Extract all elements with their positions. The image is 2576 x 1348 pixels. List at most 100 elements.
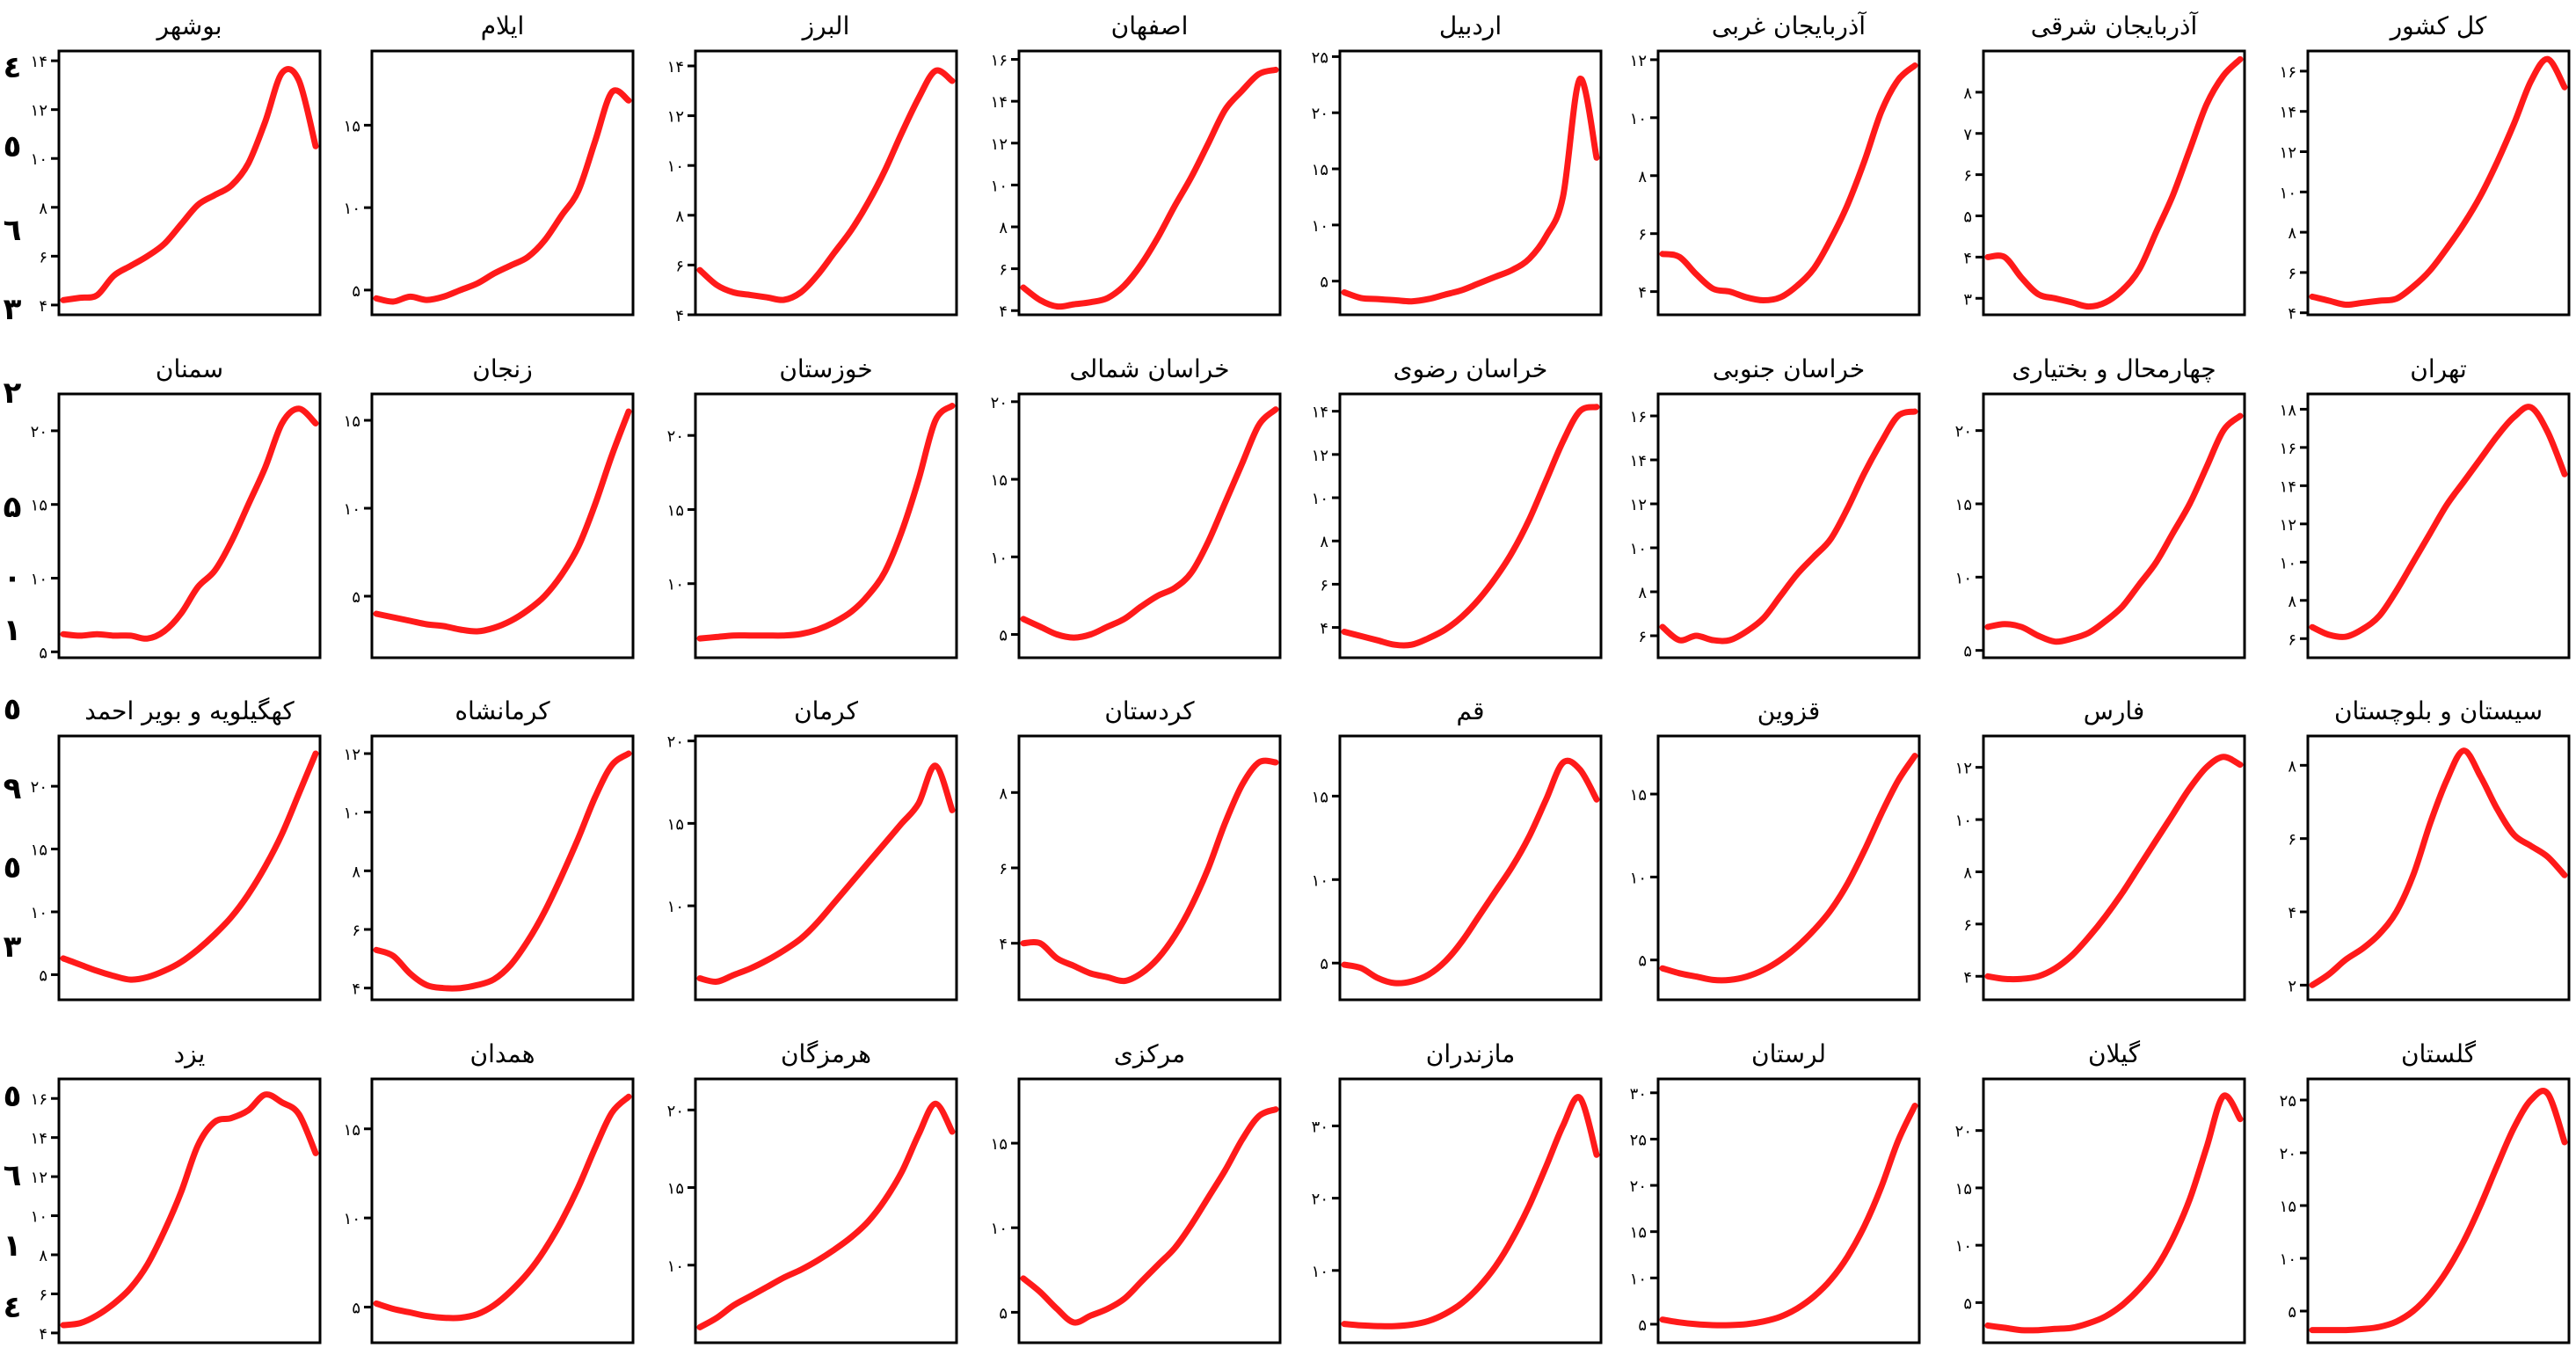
- panel-frame: [2306, 734, 2571, 1002]
- y-tick-label: ۱۴: [31, 1130, 47, 1148]
- y-tick-label: ۱۰: [344, 1210, 360, 1228]
- y-tick-label: ۱۶: [31, 1090, 47, 1109]
- y-tick-label: ۸: [1963, 84, 1972, 103]
- y-tick-label: ۱۴: [667, 58, 684, 77]
- y-tick-label: ۱۰: [1312, 1263, 1328, 1281]
- y-tick-label: ۵: [352, 1299, 360, 1317]
- panel-frame: [1338, 734, 1603, 1002]
- y-tick-label: ۲۰: [1312, 1191, 1328, 1209]
- y-tick-label: ۱۴: [2280, 477, 2296, 496]
- y-tick-label: ۱۵: [1630, 786, 1647, 805]
- y-tick-label: ۶: [1963, 916, 1972, 935]
- y-tick-label: ۵: [352, 588, 360, 607]
- panel-frame: [694, 392, 958, 659]
- y-tick-label: ۱۶: [2280, 440, 2296, 458]
- series-line: [1020, 406, 1279, 641]
- y-tick-label: ۴: [1638, 284, 1647, 302]
- y-tick-label: ۶: [999, 261, 1008, 280]
- y-tick-label: ۱۵: [1312, 788, 1328, 806]
- y-tick-label: ۶: [39, 1286, 47, 1304]
- panel-title: چهارمحال و بختیاری: [2012, 354, 2216, 383]
- y-tick-label: ۲۰: [1955, 1123, 1972, 1141]
- y-tick-label: ۱۰: [344, 500, 360, 519]
- series-line: [1341, 1094, 1600, 1330]
- panel-title: کردستان: [1104, 696, 1195, 725]
- series-line: [1020, 757, 1279, 985]
- panel-title: آذربایجان غربی: [1712, 11, 1867, 40]
- y-tick-label: ۱۲: [1955, 760, 1972, 778]
- y-tick-label: ۶: [39, 248, 47, 266]
- y-tick-label: ۱۴: [2280, 104, 2296, 122]
- y-tick-label: ۱۵: [344, 1121, 360, 1140]
- y-axis-glyph: ٩: [3, 771, 22, 806]
- y-tick-label: ۳۰: [1630, 1085, 1647, 1104]
- panel-title: گیلان: [2088, 1039, 2141, 1068]
- y-tick-label: ۱۰: [1955, 812, 1972, 830]
- y-tick-label: ۴: [39, 1325, 47, 1344]
- y-tick-label: ۸: [352, 863, 360, 881]
- y-tick-label: ۱۲: [2280, 516, 2296, 535]
- series-line: [1020, 1106, 1279, 1326]
- y-tick-label: ۱۵: [1630, 1224, 1647, 1242]
- panel-title: گلستان: [2401, 1039, 2477, 1068]
- y-tick-label: ۳۰: [1312, 1118, 1328, 1136]
- y-tick-label: ۱۰: [991, 177, 1008, 195]
- y-axis-glyph: ٥: [3, 692, 22, 727]
- y-tick-label: ۲۵: [1312, 48, 1328, 67]
- y-axis-glyph: ٤: [3, 50, 22, 85]
- panel-frame: [1982, 1077, 2246, 1344]
- y-tick-label: ۲۵: [1630, 1131, 1647, 1149]
- panel-title: همدان: [470, 1039, 535, 1068]
- series-line: [1659, 1103, 1918, 1329]
- panel-frame: [2306, 49, 2571, 317]
- y-tick-label: ۵: [1638, 952, 1647, 971]
- panel-title: سمنان: [156, 354, 223, 383]
- y-tick-label: ۱۵: [31, 842, 47, 860]
- y-tick-label: ۶: [675, 257, 684, 275]
- panel-frame: [2306, 1077, 2571, 1344]
- y-axis-glyph: ٣: [3, 929, 22, 965]
- y-tick-label: ۲۰: [1312, 105, 1328, 123]
- y-axis-glyph: ٥: [3, 1079, 22, 1114]
- panel-frame: [1982, 49, 2246, 317]
- y-tick-label: ۲۵: [2280, 1092, 2296, 1111]
- y-tick-label: ۱۰: [31, 150, 47, 169]
- panel-frame: [1982, 392, 2246, 659]
- y-tick-label: ۸: [999, 219, 1008, 237]
- panel-title: خوزستان: [779, 354, 872, 383]
- series-line: [60, 1091, 319, 1329]
- y-tick-label: ۱۲: [991, 135, 1008, 154]
- series-line: [1659, 62, 1918, 303]
- y-tick-label: ۵: [1963, 1294, 1972, 1313]
- y-tick-label: ۱۰: [1630, 1270, 1647, 1288]
- y-tick-label: ۴: [352, 980, 360, 999]
- series-line: [1984, 754, 2244, 983]
- panel-title: کرمانشاه: [455, 696, 550, 725]
- panel-frame: [1017, 392, 1282, 659]
- panel-title: قم: [1456, 696, 1484, 725]
- y-tick-label: ۶: [1638, 628, 1647, 646]
- y-tick-label: ۱۰: [2280, 184, 2296, 202]
- y-tick-label: ۱۰: [1955, 1237, 1972, 1256]
- y-tick-label: ۱۵: [2280, 1198, 2296, 1216]
- panel-frame: [1017, 49, 1282, 317]
- y-tick-label: ۱۰: [1312, 871, 1328, 890]
- panel-frame: [1338, 1077, 1603, 1344]
- y-tick-label: ۲: [2288, 977, 2296, 995]
- y-tick-label: ۶: [2288, 265, 2296, 283]
- panel-title: اردبیل: [1439, 11, 1502, 40]
- y-tick-label: ۸: [2288, 224, 2296, 243]
- panel-frame: [694, 734, 958, 1002]
- y-tick-label: ۲۰: [31, 423, 47, 441]
- y-tick-label: ۱۰: [344, 200, 360, 218]
- y-tick-label: ۸: [1638, 584, 1647, 602]
- panel-frame: [694, 49, 958, 317]
- y-axis-glyph: ٥: [3, 850, 22, 885]
- y-tick-label: ۱۵: [344, 412, 360, 431]
- y-axis-glyph: ٢: [3, 375, 22, 411]
- y-tick-label: ۶: [2288, 831, 2296, 849]
- y-tick-label: ۸: [1963, 863, 1972, 882]
- y-tick-label: ۶: [352, 922, 360, 940]
- series-line: [1659, 408, 1918, 645]
